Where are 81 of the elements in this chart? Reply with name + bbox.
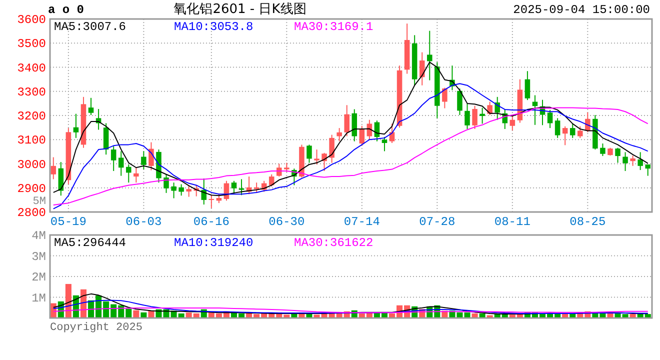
text: MA30:361622 [294,236,374,250]
x-tick-label: 06-03 [126,215,162,229]
text: MA10:319240 [174,236,254,250]
candlestick [314,149,320,165]
text: MA5:3007.6 [54,20,126,34]
line-series [52,300,648,314]
candlestick [238,178,244,196]
candlestick [231,180,237,194]
candlestick [562,126,568,146]
y-tick-label: 3000 [17,158,46,172]
y-tick-label: 1M [32,291,46,306]
candlestick [570,123,576,138]
candlestick [510,115,516,131]
candlestick [427,30,432,81]
candlestick [186,185,192,198]
candlestick [464,102,470,130]
y-tick-label: 3M [32,250,46,264]
candlestick [164,174,169,194]
candlestick [457,88,462,116]
y-tick-label: 3100 [17,134,46,148]
x-tick-label: 07-28 [419,215,456,229]
candlestick [178,184,184,196]
text: MA30:3169.1 [294,20,374,34]
bar [133,310,140,318]
y-tick-label: 2800 [17,206,46,220]
candlestick [480,107,485,124]
candlestick [344,104,350,137]
candlestick [73,113,79,138]
candlestick [329,134,334,164]
candlestick [554,118,560,138]
candlestick [208,194,214,209]
candlestick [359,125,365,146]
candlestick [630,155,636,166]
y-tick-label: 2900 [17,182,46,196]
y-tick-label: 2M [32,270,46,284]
candlestick [472,105,478,130]
candlestick [276,163,282,178]
line-series [52,107,648,206]
candlestick [622,152,628,172]
candlestick [442,87,448,109]
candlestick [524,70,530,101]
y-tick-label: 4M [32,229,46,243]
candlestick [547,109,553,129]
candlestick [284,162,290,172]
candlestick [171,182,176,199]
candlestick [148,142,154,171]
candlestick [389,123,395,144]
candlestick [134,167,139,184]
y-tick-label: 3600 [17,13,46,27]
candlestick [126,164,132,184]
candlestick [50,156,56,180]
text: a o 0 [48,3,84,17]
text: Copyright 2025 [50,322,142,334]
y-tick-label: 3200 [17,110,46,124]
text: MA10:3053.8 [174,20,254,34]
chart-subtitle: 2025-09-04 15:00:00 [513,3,650,17]
y-tick-label: 3300 [17,85,46,100]
y-tick-label: 3500 [17,37,46,52]
candlestick [336,128,342,142]
x-tick-label: 07-14 [344,215,380,229]
candlestick [600,142,606,157]
candlestick [110,146,116,172]
chart-title: 氧化铝2601 - 日K线图 [174,2,306,17]
candlestick [306,144,312,164]
x-tick-label: 05-19 [50,215,86,229]
candlestick [382,136,388,152]
text: 5M [32,196,46,208]
text: MA5:296444 [54,236,126,250]
x-tick-label: 08-25 [570,215,606,229]
candlestick [141,150,146,170]
candlestick [615,147,620,164]
candlestick [638,152,643,171]
x-tick-label: 08-11 [494,215,530,229]
candlestick [118,150,124,176]
candlestick [494,96,500,120]
candlestick [578,126,583,138]
candlestick [88,97,94,116]
x-tick-label: 06-30 [268,215,305,229]
y-tick-label: 3400 [17,61,46,76]
candlestick [532,94,538,126]
x-tick-label: 06-16 [193,215,230,229]
